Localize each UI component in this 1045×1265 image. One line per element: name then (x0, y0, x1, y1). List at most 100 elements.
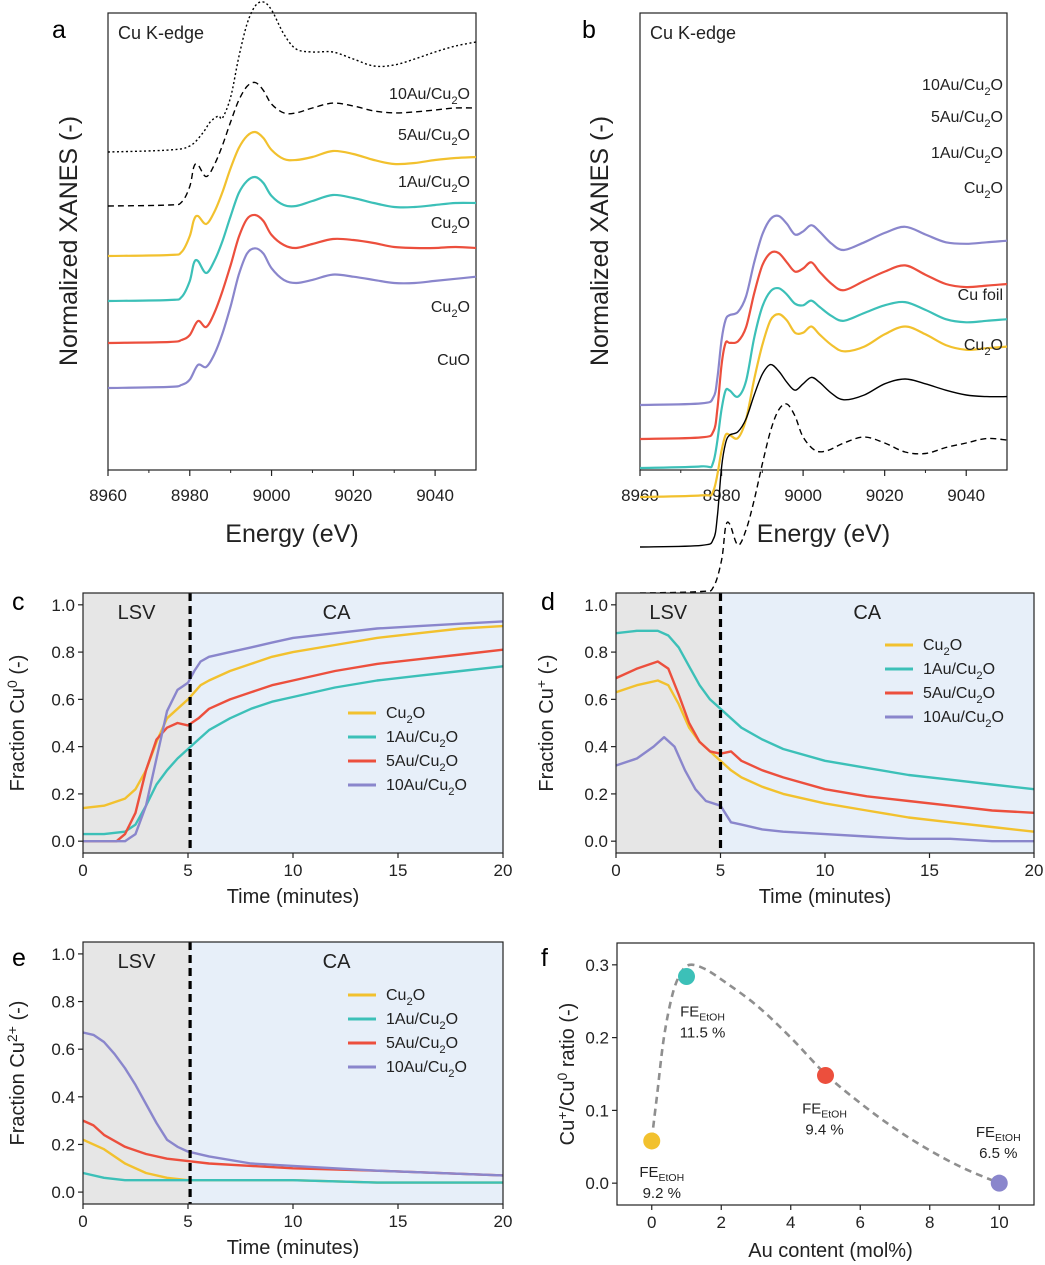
plot-frame (107, 12, 477, 471)
y-tick-label: 0.0 (51, 832, 75, 851)
text-span: 2 (451, 308, 457, 320)
legend-label: 5Au/Cu2O (386, 1035, 458, 1056)
series-line (615, 736, 1034, 843)
panel-a: a 8960 8980 9000 9020 9040 Energy (eV) Normaliz… (52, 1, 477, 548)
y-axis-label: Fraction Cu+ (-) (533, 654, 558, 791)
fe-label: FEEtOH (802, 1100, 847, 1120)
text-span: 5Au/ (931, 109, 964, 126)
fe-label: FEEtOH (680, 1003, 725, 1023)
text-span: Cu (7, 1042, 29, 1068)
y-tick-label: 0.2 (51, 785, 75, 804)
text-span: Cu (386, 705, 406, 722)
text-span: Cu (419, 1011, 439, 1028)
text-span: Cu (386, 987, 406, 1004)
text-span: O (458, 174, 470, 191)
text-span: 2 (984, 189, 990, 201)
x-tick-label: 8980 (171, 486, 209, 505)
text-span: 1Au/ (386, 1011, 419, 1028)
x-axis-label: Energy (eV) (225, 520, 358, 548)
text-span: 2 (451, 224, 457, 236)
text-span: Cu (431, 86, 451, 103)
legend-label: 5Au/Cu2O (923, 685, 995, 706)
x-tick-label: 8960 (89, 486, 127, 505)
x-tick-label: 10 (816, 861, 835, 880)
text-span: Cu (964, 180, 984, 197)
text-span: O (446, 729, 458, 746)
series-line (107, 1, 477, 153)
panel-title: Cu K-edge (650, 23, 736, 43)
fe-symbol: FE (639, 1164, 658, 1181)
text-span: Cu (964, 109, 984, 126)
text-span: (-) (536, 654, 558, 680)
text-span: O (446, 753, 458, 770)
text-span: 2 (451, 183, 457, 195)
x-tick-label: 4 (786, 1213, 795, 1232)
y-tick-label: 1.0 (51, 596, 75, 615)
text-span: 0 (554, 1072, 570, 1080)
text-span: Cu (428, 777, 448, 794)
series-line (82, 1119, 504, 1177)
text-span: Cu (419, 729, 439, 746)
curve-label: Cu2O (964, 180, 1003, 201)
text-span: 5Au/ (923, 685, 956, 702)
text-span: Cu (419, 753, 439, 770)
y-tick-label: 0.8 (51, 643, 75, 662)
lsv-region (83, 593, 191, 853)
x-tick-label: 10 (284, 1212, 303, 1231)
x-tick-label: 5 (183, 861, 192, 880)
y-tick-label: 0.4 (584, 738, 608, 757)
series-line (615, 660, 1035, 814)
text-span: 2 (448, 786, 454, 798)
curve-label: 5Au/Cu2O (931, 109, 1003, 130)
text-span: 2 (943, 646, 949, 658)
text-span: Fraction (7, 714, 29, 792)
legend-label: Cu2O (386, 705, 425, 726)
series-line (82, 1031, 504, 1177)
text-span: Fraction (536, 714, 558, 792)
text-span: Cu (964, 77, 984, 94)
fe-value: 9.2 % (643, 1185, 681, 1202)
x-tick-label: 9020 (334, 486, 372, 505)
text-span: O (458, 215, 470, 232)
text-span: Cu (557, 1120, 579, 1146)
series-line (107, 175, 477, 303)
x-tick-label: 9000 (784, 486, 822, 505)
text-span: (-) (7, 1001, 29, 1027)
text-span: + (533, 680, 549, 688)
text-span: CuO (437, 352, 470, 369)
text-span: 5Au/ (386, 1035, 419, 1052)
y-axis-label: Fraction Cu2+ (-) (4, 1001, 29, 1146)
panel-letter: c (12, 588, 25, 616)
text-span: 2 (984, 86, 990, 98)
series-line (615, 629, 1035, 791)
x-tick-label: 8980 (703, 486, 741, 505)
y-tick-label: 0.0 (585, 1174, 609, 1193)
fe-label: FEEtOH (639, 1164, 684, 1184)
panel-letter: d (541, 588, 555, 616)
x-tick-label: 8 (925, 1213, 934, 1232)
fe-subscript: EtOH (659, 1172, 685, 1184)
text-span: 2 (984, 118, 990, 130)
panel-letter: a (52, 16, 66, 44)
legend-label: 10Au/Cu2O (923, 709, 1004, 730)
curve-label: CuO (437, 352, 470, 369)
x-tick-label: 10 (990, 1213, 1009, 1232)
text-span: O (446, 1035, 458, 1052)
text-span: Cu (431, 215, 451, 232)
curve-label: 1Au/Cu2O (398, 174, 470, 195)
text-span: + (554, 1112, 570, 1120)
text-span: O (983, 661, 995, 678)
text-span: O (991, 109, 1003, 126)
x-axis-label: Time (minutes) (759, 886, 892, 908)
x-tick-label: 0 (78, 861, 87, 880)
series-line (107, 130, 477, 258)
x-tick-label: 2 (717, 1213, 726, 1232)
ca-region (190, 942, 503, 1204)
series-line (639, 250, 1008, 441)
curve-label: Cu foil (958, 287, 1003, 304)
data-point (643, 1132, 661, 1150)
legend-label: Cu2O (386, 987, 425, 1008)
x-axis-label: Energy (eV) (757, 520, 890, 548)
x-axis-label: Time (minutes) (227, 886, 360, 908)
lsv-region (83, 942, 191, 1204)
